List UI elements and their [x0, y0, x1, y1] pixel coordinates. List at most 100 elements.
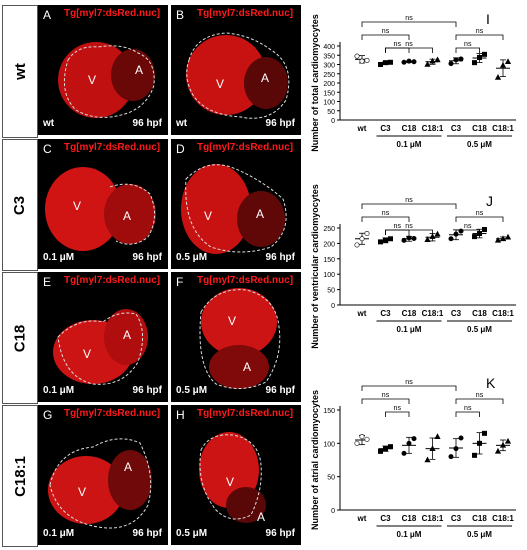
timepoint-label: 96 hpf	[265, 118, 295, 129]
x-tick-label: C3	[451, 124, 462, 133]
data-point	[377, 239, 383, 245]
y-tick-label: 400	[323, 44, 335, 51]
micrograph-panel-a: A Tg[myl7:dsRed.nuc] V A wt 96 hpf	[38, 5, 168, 135]
data-point	[471, 234, 477, 240]
data-point	[494, 236, 502, 243]
y-tick-label: 0	[331, 303, 335, 310]
x-tick-label: C3	[380, 514, 391, 523]
timepoint-label: 96 hpf	[132, 385, 162, 396]
data-point	[354, 440, 360, 446]
comparison-label: ns	[394, 405, 402, 412]
data-point	[429, 57, 436, 64]
data-point	[429, 445, 436, 451]
data-point	[364, 231, 370, 237]
y-axis-label: Number of ventricular cardiomyocytes	[310, 184, 320, 349]
data-point	[406, 440, 412, 446]
heart-image	[53, 309, 148, 385]
data-point	[387, 59, 393, 65]
data-point	[429, 233, 436, 239]
atrium-shape	[226, 487, 266, 523]
data-point	[382, 237, 388, 243]
comparison-bracket	[361, 385, 457, 391]
row-label-c3: C3	[2, 139, 38, 271]
y-tick-label: 350	[323, 53, 335, 60]
atrium-label: A	[243, 360, 252, 374]
data-point	[382, 446, 388, 452]
comparison-label: ns	[405, 379, 413, 386]
group-label: 0.1 μM	[397, 530, 422, 539]
data-point	[401, 59, 407, 65]
heart-image	[48, 438, 152, 529]
data-point	[481, 430, 487, 436]
data-point	[434, 433, 441, 439]
panel-letter: C	[43, 142, 52, 156]
y-axis-label: Number of atrial cardiomyocytes	[310, 390, 320, 530]
data-point	[377, 448, 383, 454]
micrograph-panel-g: G Tg[myl7:dsRed.nuc] V A 0.1 μM 96 hpf	[38, 405, 168, 545]
x-tick-label: C18:1	[492, 514, 514, 523]
data-point	[453, 231, 459, 237]
panel-title: Tg[myl7:dsRed.nuc]	[64, 275, 161, 286]
atrium-label: A	[256, 207, 265, 221]
y-tick-label: 200	[323, 81, 335, 88]
data-point	[424, 236, 431, 243]
ventricle-shape	[181, 164, 251, 254]
chart-panel-letter: J	[486, 193, 493, 209]
data-point	[499, 235, 507, 242]
atrium-label: A	[135, 63, 144, 77]
y-tick-label: 200	[323, 241, 335, 248]
comparison-bracket	[385, 229, 433, 235]
comparison-label: ns	[382, 28, 390, 35]
y-tick-label: 50	[327, 475, 335, 482]
x-tick-label: C18	[472, 124, 487, 133]
comparison-label: ns	[476, 28, 484, 35]
comparison-label: ns	[382, 210, 390, 217]
heart-image	[45, 167, 156, 251]
heart-image	[181, 164, 287, 254]
data-point	[364, 436, 370, 442]
comparison-label: ns	[394, 223, 402, 230]
comparison-label: ns	[476, 392, 484, 399]
x-tick-label: C18	[472, 514, 487, 523]
atrium-shape	[111, 49, 155, 101]
data-point	[458, 228, 464, 234]
group-label: 0.1 μM	[397, 140, 422, 149]
panel-letter: B	[176, 8, 185, 22]
atrium-shape	[108, 450, 152, 510]
x-tick-label: C18	[402, 514, 417, 523]
panel-title: Tg[myl7:dsRed.nuc]	[197, 142, 294, 153]
panel-title: Tg[myl7:dsRed.nuc]	[197, 408, 294, 419]
comparison-bracket	[455, 47, 480, 53]
timepoint-label: 96 hpf	[132, 118, 162, 129]
data-point	[411, 235, 417, 241]
ventricle-shape	[186, 35, 266, 115]
y-tick-label: 150	[323, 408, 335, 415]
data-point	[471, 60, 477, 66]
comparison-label: ns	[464, 223, 472, 230]
data-point	[424, 456, 431, 463]
data-point	[453, 446, 459, 452]
data-point	[354, 53, 360, 59]
ventricle-shape	[48, 456, 124, 524]
data-point	[476, 440, 482, 446]
panel-letter: E	[43, 275, 52, 289]
comparison-label: ns	[405, 15, 413, 22]
data-point	[434, 56, 441, 63]
panel-title: Tg[myl7:dsRed.nuc]	[64, 142, 161, 153]
heart-image	[58, 42, 155, 118]
data-point	[354, 242, 360, 248]
chart-panel-letter: K	[486, 375, 496, 391]
x-tick-label: C18:1	[422, 309, 444, 318]
atrium-label: A	[123, 328, 132, 342]
data-point	[494, 74, 502, 80]
ventricle-label: V	[204, 209, 213, 223]
data-point	[411, 436, 417, 442]
panel-letter: G	[43, 408, 53, 422]
x-tick-label: C3	[380, 124, 391, 133]
data-point	[387, 444, 393, 450]
comparison-label: ns	[464, 41, 472, 48]
data-point	[481, 51, 487, 57]
heart-image	[199, 288, 281, 389]
data-point	[471, 452, 477, 458]
